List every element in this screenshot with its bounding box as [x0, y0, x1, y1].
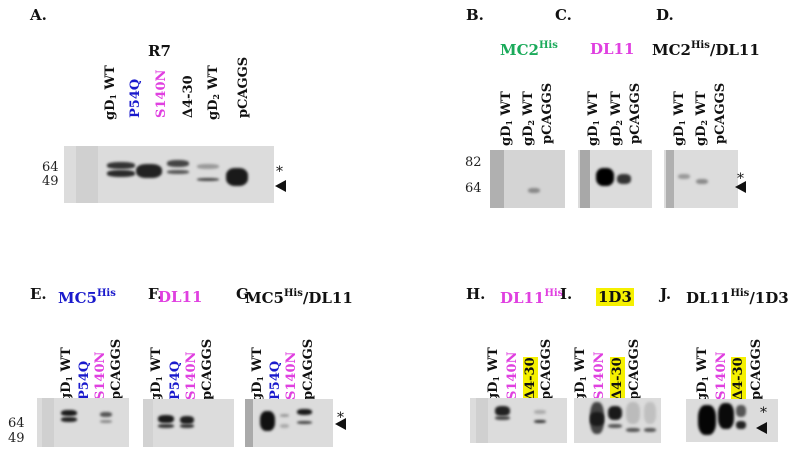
western-blot-a	[64, 146, 274, 203]
panel-g-title: MC5His/DL11	[245, 288, 353, 307]
mw-marker: 82	[465, 155, 482, 170]
panel-label-a: A.	[30, 6, 47, 24]
panel-a-title: R7	[148, 42, 171, 60]
lane-label: S140N	[714, 351, 729, 400]
panel-label-e: E.	[30, 285, 47, 303]
lane-label: pCAGGS	[539, 338, 554, 400]
panel-label-j: J.	[660, 285, 672, 303]
lane-label: gD2 WT	[609, 91, 624, 146]
mw-marker: 49	[42, 174, 59, 189]
asterisk-marker: *	[737, 171, 744, 187]
panel-label-c: C.	[555, 6, 572, 24]
western-blot-c	[578, 150, 652, 208]
lane-label: pCAGGS	[713, 82, 728, 144]
lane-label: pCAGGS	[627, 338, 642, 400]
western-blot-e	[37, 398, 129, 447]
mw-marker: 64	[465, 181, 482, 196]
lane-label: gD2 WT	[521, 91, 536, 146]
lane-label: S140N	[184, 351, 199, 400]
lane-label: gD1 WT	[59, 347, 74, 402]
panel-label-d: D.	[656, 6, 674, 24]
western-blot-d	[664, 150, 738, 208]
arrowhead-icon	[735, 181, 746, 193]
lane-label: pCAGGS	[200, 338, 215, 400]
asterisk-marker: *	[760, 405, 767, 421]
western-blot-g	[245, 399, 333, 447]
lane-label: gD1 WT	[586, 91, 601, 146]
lane-label: Δ4-30	[610, 357, 625, 400]
mw-marker: 64	[8, 416, 25, 431]
panel-h-title: DL11His	[500, 288, 564, 307]
lane-label: pCAGGS	[540, 82, 555, 144]
lane-label: Δ4-30	[731, 357, 746, 400]
lane-label: gD2 WT	[206, 65, 221, 120]
lane-label: pCAGGS	[109, 338, 124, 400]
lane-label: P54Q	[128, 78, 143, 118]
lane-label: gD2 WT	[694, 91, 709, 146]
lane-label: gD1 WT	[486, 347, 501, 402]
lane-label: gD1 WT	[250, 347, 265, 402]
panel-d-title: MC2His/DL11	[652, 40, 760, 59]
lane-label: Δ4-30	[523, 357, 538, 400]
lane-label: P54Q	[268, 360, 283, 400]
arrowhead-icon	[756, 422, 767, 434]
lane-label: pCAGGS	[749, 338, 764, 400]
panel-label-g: G.	[236, 285, 254, 303]
western-blot-i	[574, 398, 661, 443]
arrowhead-icon	[335, 418, 346, 430]
lane-label: gD1 WT	[672, 91, 687, 146]
lane-label: pCAGGS	[628, 82, 643, 144]
panel-i-title: 1D3	[596, 288, 634, 306]
panel-b-title: MC2His	[500, 40, 558, 59]
lane-label: S140N	[154, 69, 169, 118]
arrowhead-icon	[275, 180, 286, 192]
western-blot-b	[490, 150, 565, 208]
lane-label: P54Q	[77, 360, 92, 400]
lane-label: Δ4-30	[181, 75, 196, 118]
lane-label: S140N	[505, 351, 520, 400]
western-blot-f	[143, 399, 234, 447]
panel-label-b: B.	[466, 6, 484, 24]
panel-label-h: H.	[466, 285, 486, 303]
panel-e-title: MC5His	[58, 288, 116, 307]
lane-label: S140N	[93, 351, 108, 400]
lane-label: gD1 WT	[695, 347, 710, 402]
panel-c-title: DL11	[590, 40, 635, 58]
panel-label-i: I.	[560, 285, 573, 303]
lane-label: gD1 WT	[573, 347, 588, 402]
panel-label-f: F.	[148, 285, 163, 303]
lane-label: S140N	[284, 351, 299, 400]
western-blot-j	[686, 399, 778, 442]
lane-label: pCAGGS	[236, 56, 251, 118]
asterisk-marker: *	[276, 164, 283, 180]
panel-f-title: DL11	[158, 288, 203, 306]
lane-label: gD1 WT	[103, 65, 118, 120]
panel-j-title: DL11His/1D3	[686, 288, 789, 307]
lane-label: gD1 WT	[149, 347, 164, 402]
lane-label: P54Q	[168, 360, 183, 400]
mw-marker: 64	[42, 160, 59, 175]
lane-label: gD1 WT	[499, 91, 514, 146]
lane-label: pCAGGS	[301, 338, 316, 400]
lane-label: S140N	[592, 351, 607, 400]
western-blot-h	[470, 398, 567, 443]
mw-marker: 49	[8, 431, 25, 446]
